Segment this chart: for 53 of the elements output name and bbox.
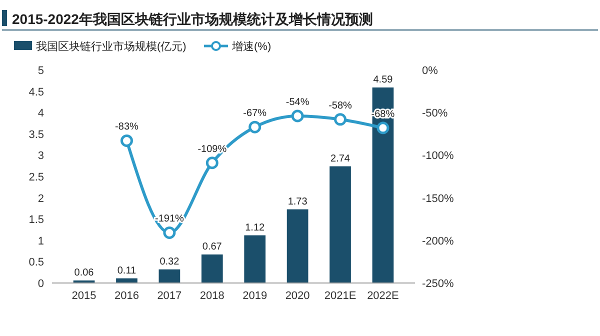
y-tick-label: 0.5 xyxy=(28,256,44,269)
bar xyxy=(372,87,394,283)
y2-tick-label: -100% xyxy=(422,150,454,162)
data-label: 0.67 xyxy=(202,241,222,252)
y2-tick-label: -150% xyxy=(422,192,454,205)
x-tick-label: 2021E xyxy=(324,290,356,302)
y-tick-label: 3 xyxy=(38,150,44,162)
y-tick-label: 4 xyxy=(38,108,44,120)
data-label: 1.73 xyxy=(288,196,308,208)
data-label: 4.59 xyxy=(373,74,394,86)
point xyxy=(206,156,218,170)
x-tick-label: 2018 xyxy=(200,290,224,302)
x-tick-label: 2017 xyxy=(157,290,182,302)
x-tick-label: 2020 xyxy=(285,290,310,302)
data-label: 0.32 xyxy=(160,256,180,268)
bar xyxy=(330,166,351,283)
bar xyxy=(286,209,308,283)
y-tick-label: 0 xyxy=(38,278,44,290)
y-tick-label: 2 xyxy=(38,192,44,205)
point xyxy=(291,110,304,122)
data-label: 2.74 xyxy=(330,153,350,164)
y2-tick-label: -200% xyxy=(422,235,454,248)
x-tick-label: 2019 xyxy=(242,290,268,302)
x-tick-label: 2015 xyxy=(72,290,96,302)
data-label: 1.12 xyxy=(245,222,266,234)
y-tick-label: 3.5 xyxy=(28,128,44,141)
y-tick-label: 5 xyxy=(38,65,44,77)
y2-tick-label: 0% xyxy=(422,65,438,77)
data-label: -83% xyxy=(115,122,139,133)
y2-tick-label: -50% xyxy=(422,108,448,120)
x-tick-label: 2022E xyxy=(367,290,399,302)
data-label: 0.11 xyxy=(117,265,137,276)
bar xyxy=(158,269,180,283)
y-tick-label: 4.5 xyxy=(28,86,44,98)
data-label: -54% xyxy=(286,97,310,108)
point xyxy=(120,134,133,147)
y-tick-label: 2.5 xyxy=(28,172,44,184)
point xyxy=(248,120,262,134)
chart-title: 2015-2022年我国区块链行业市场规模统计及增长情况预测 xyxy=(12,11,373,27)
point xyxy=(163,226,176,239)
x-tick-label: 2016 xyxy=(114,290,139,302)
y-tick-label: 1.5 xyxy=(28,214,44,226)
bar xyxy=(201,254,223,283)
data-label: -58% xyxy=(328,100,352,112)
data-label: 0.06 xyxy=(74,267,94,278)
data-label: -67% xyxy=(243,108,267,120)
point xyxy=(376,122,390,134)
point xyxy=(334,113,347,126)
legend-label: 增速(%) xyxy=(231,40,272,53)
y2-tick-label: -250% xyxy=(422,278,454,290)
y-tick-label: 1 xyxy=(38,235,44,248)
bar xyxy=(244,235,266,283)
legend-label: 我国区块链行业市场规模(亿元) xyxy=(36,40,186,53)
